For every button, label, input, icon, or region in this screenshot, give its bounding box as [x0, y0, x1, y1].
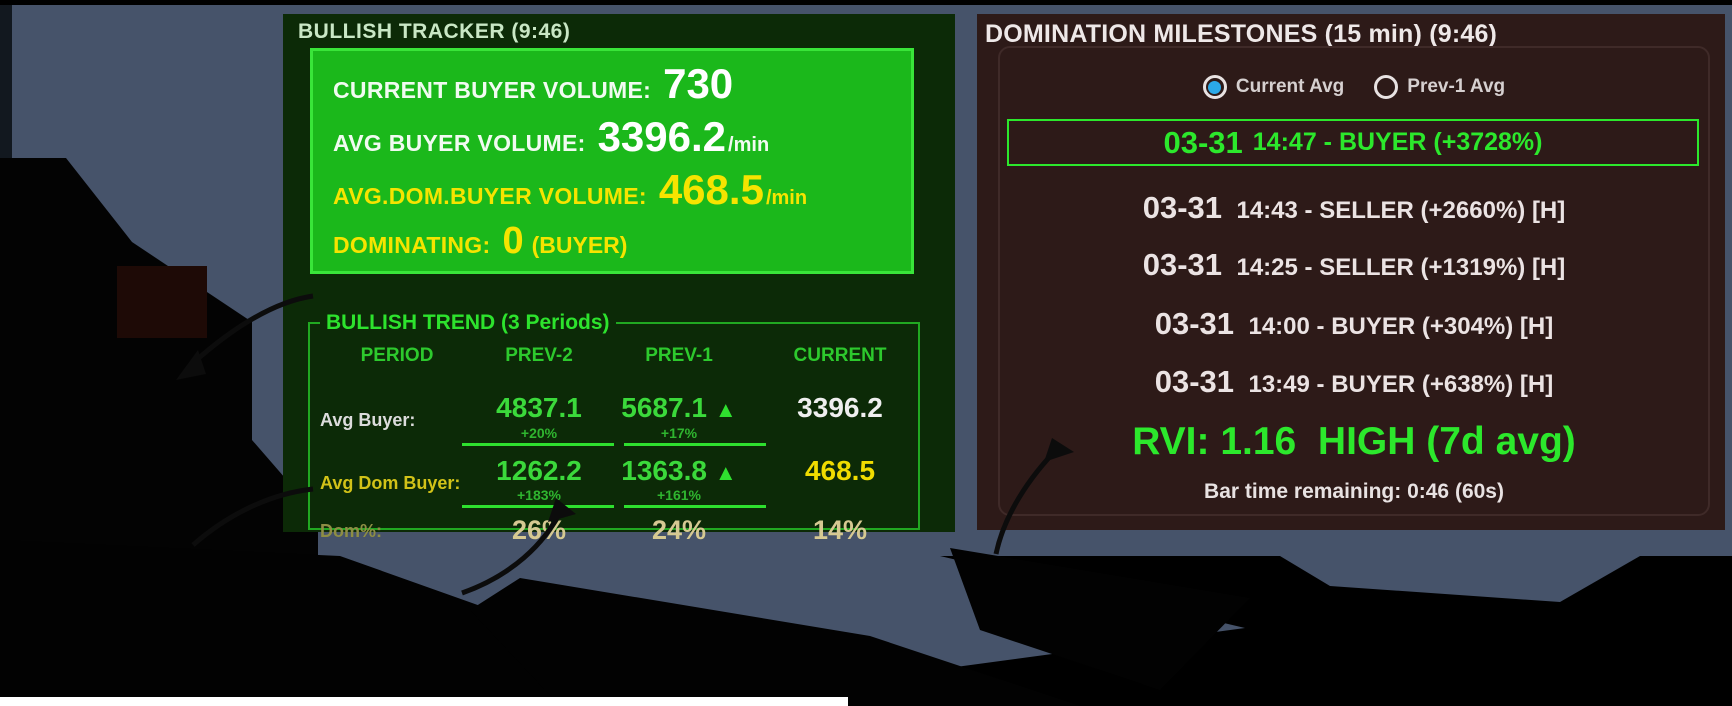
trend-col-header-current: CURRENT — [793, 345, 887, 366]
dominating-unit: (BUYER) — [531, 231, 628, 258]
milestone-date: 03-31 — [1154, 306, 1235, 341]
current-buyer-volume-value: 730 — [663, 59, 734, 107]
avg-buyer-volume-row: AVG BUYER VOLUME: 3396.2 /min — [333, 112, 911, 160]
redaction-blob-bottom-left — [0, 540, 560, 706]
dominating-label: DOMINATING: — [333, 231, 491, 258]
milestone-detail: 13:49 - BUYER (+638%) [H] — [1248, 371, 1554, 398]
bullish-trend-fieldset: BULLISH TREND (3 Periods) PERIOD PREV-2 … — [308, 311, 920, 544]
avg-buyer-volume-label: AVG BUYER VOLUME: — [333, 129, 586, 156]
radio-prev1-avg[interactable]: Prev-1 Avg — [1374, 75, 1505, 99]
trend-cell-prev1: 5687.1 ▲ — [621, 392, 737, 423]
avg-source-radio-group: Current Avg Prev-1 Avg — [1000, 75, 1708, 99]
milestone-row[interactable]: 03-31 14:00 - BUYER (+304%) [H] — [1000, 306, 1708, 342]
milestone-detail: 14:25 - SELLER (+1319%) [H] — [1236, 254, 1566, 281]
bottom-white-strip — [0, 697, 848, 706]
trend-cell-current: 3396.2 — [797, 392, 883, 423]
trend-separator — [624, 505, 766, 508]
trend-cell-prev2-change: +20% — [520, 425, 558, 441]
bar-time-remaining: Bar time remaining: 0:46 (60s) — [1204, 480, 1504, 503]
trend-cell-prev1-change: +161% — [657, 487, 701, 503]
up-triangle-icon: ▲ — [714, 397, 737, 422]
avg-dom-buyer-volume-value: 468.5 — [658, 165, 764, 213]
left-edge-strip — [0, 5, 12, 556]
trend-col-header-period: PERIOD — [360, 345, 434, 366]
milestone-date: 03-31 — [1163, 124, 1243, 160]
slate-wedge-right — [1280, 556, 1640, 602]
redaction-blob-darkred — [117, 266, 207, 338]
domination-milestones-title: DOMINATION MILESTONES (15 min) (9:46) — [985, 20, 1498, 48]
trend-separator — [624, 443, 766, 446]
avg-buyer-volume-value: 3396.2 — [597, 112, 727, 160]
trend-cell-current: 468.5 — [804, 455, 876, 486]
bullish-tracker-panel: BULLISH TRACKER (9:46) CURRENT BUYER VOL… — [283, 14, 955, 544]
milestone-detail: 14:00 - BUYER (+304%) [H] — [1248, 313, 1554, 340]
milestone-row-highlighted[interactable]: 03-31 14:47 - BUYER (+3728%) — [1007, 119, 1699, 166]
up-triangle-icon: ▲ — [714, 460, 737, 485]
milestone-date: 03-31 — [1142, 190, 1223, 225]
trend-cell-prev2: 4837.1 — [496, 392, 582, 423]
milestone-date: 03-31 — [1154, 364, 1235, 399]
trend-cell-prev2: 1262.2 — [496, 455, 582, 486]
avg-buyer-volume-unit: /min — [728, 133, 770, 156]
avg-dom-buyer-volume-row: AVG.DOM.BUYER VOLUME: 468.5 /min — [333, 165, 911, 213]
annotation-arrowhead-icon — [176, 350, 206, 380]
dominating-value: 0 — [502, 219, 524, 262]
slate-wedge-left — [300, 556, 1245, 688]
avg-dom-buyer-volume-unit: /min — [765, 186, 808, 209]
current-buyer-volume-row: CURRENT BUYER VOLUME: 730 — [333, 59, 911, 107]
trend-col-header-prev2: PREV-2 — [505, 345, 573, 366]
milestone-date: 03-31 — [1142, 247, 1223, 282]
bullish-tracker-box: CURRENT BUYER VOLUME: 730 AVG BUYER VOLU… — [310, 48, 914, 274]
radio-unselected-icon[interactable] — [1374, 75, 1399, 99]
domination-milestones-panel: DOMINATION MILESTONES (15 min) (9:46) Cu… — [977, 14, 1725, 530]
dominating-row: DOMINATING: 0 (BUYER) — [333, 222, 911, 260]
trend-cell-current: 14% — [812, 515, 868, 545]
trend-separator — [462, 443, 614, 446]
radio-selected-icon[interactable] — [1202, 75, 1227, 99]
milestone-row[interactable]: 03-31 13:49 - BUYER (+638%) [H] — [1000, 364, 1708, 400]
trend-row-label: Avg Dom Buyer: — [320, 473, 461, 493]
trend-cell-prev2: 26% — [511, 515, 567, 545]
trend-separator — [462, 505, 614, 508]
trend-row-label: Dom%: — [320, 521, 382, 541]
milestone-row[interactable]: 03-31 14:25 - SELLER (+1319%) [H] — [1000, 247, 1708, 283]
redaction-blob-bottom-middle — [470, 578, 1080, 706]
avg-dom-buyer-volume-label: AVG.DOM.BUYER VOLUME: — [333, 182, 647, 209]
milestone-detail: 14:47 - BUYER (+3728%) — [1252, 128, 1543, 156]
redaction-blob-bottom-right — [950, 548, 1250, 690]
trend-cell-prev1-change: +17% — [660, 425, 698, 441]
radio-current-avg-label[interactable]: Current Avg — [1235, 76, 1345, 97]
trend-cell-prev2-change: +183% — [517, 487, 561, 503]
bullish-tracker-title: BULLISH TRACKER (9:46) — [298, 20, 571, 43]
current-buyer-volume-label: CURRENT BUYER VOLUME: — [333, 76, 652, 103]
trend-cell-prev1: 24% — [651, 515, 707, 545]
domination-milestones-box: Current Avg Prev-1 Avg 03-31 14:47 - BUY… — [998, 46, 1710, 516]
radio-prev1-avg-label[interactable]: Prev-1 Avg — [1407, 76, 1506, 97]
milestone-detail: 14:43 - SELLER (+2660%) [H] — [1236, 197, 1566, 224]
redaction-blob-left — [0, 158, 318, 556]
rvi-indicator: RVI: 1.16 HIGH (7d avg) — [1132, 420, 1576, 463]
bullish-trend-title: BULLISH TREND (3 Periods) — [326, 311, 610, 334]
trend-cell-prev1: 1363.8 ▲ — [621, 455, 737, 486]
trend-col-header-prev1: PREV-1 — [645, 345, 713, 366]
milestone-row[interactable]: 03-31 14:43 - SELLER (+2660%) [H] — [1000, 190, 1708, 226]
radio-current-avg[interactable]: Current Avg — [1202, 75, 1345, 99]
trend-row-label: Avg Buyer: — [320, 410, 416, 430]
